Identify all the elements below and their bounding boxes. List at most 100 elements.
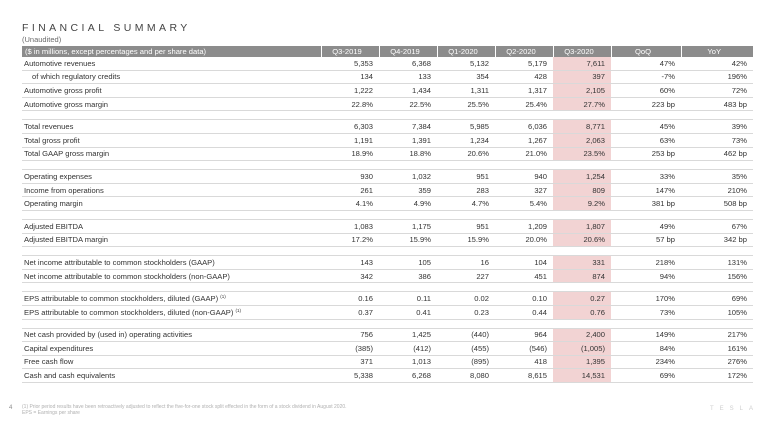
value-cell: 381 bp [611, 196, 681, 211]
value-cell: 5.4% [495, 196, 553, 211]
row-label-text: Adjusted EBITDA [24, 221, 84, 231]
row-label-text: Total gross profit [24, 135, 80, 145]
value-cell: 8,771 [553, 119, 611, 134]
value-cell: 22.8% [321, 97, 379, 112]
row-label: Net income attributable to common stockh… [22, 255, 321, 270]
value-cell: 342 [321, 269, 379, 284]
value-cell: 8,080 [437, 368, 495, 383]
value-cell: 0.16 [321, 291, 379, 306]
separator-cell [437, 319, 495, 329]
footnote-stock-split: (1) Prior period results have been retro… [22, 404, 347, 410]
page-subtitle: (Unaudited) [22, 35, 62, 44]
row-label: Income from operations [22, 183, 321, 198]
row-label: Total GAAP gross margin [22, 147, 321, 162]
value-cell: 397 [553, 70, 611, 85]
value-cell: 21.0% [495, 147, 553, 162]
row-label: of which regulatory credits [22, 70, 321, 85]
table-row: Operating expenses 930 1,032 951 940 1,254 33%… [22, 169, 753, 184]
value-cell: 105% [681, 305, 753, 320]
table-row: of which regulatory credits 134 133 354 428 3… [22, 70, 753, 85]
page-number: 4 [9, 405, 13, 411]
row-label: Total revenues [22, 119, 321, 134]
separator-cell [379, 110, 437, 121]
separator-cell [321, 282, 379, 293]
value-cell: 4.9% [379, 196, 437, 211]
row-label-text: Total GAAP gross margin [24, 149, 110, 159]
value-cell: (895) [437, 355, 495, 370]
value-cell: 1,434 [379, 83, 437, 98]
table-row: Adjusted EBITDA margin 17.2% 15.9% 15.9% 20.… [22, 233, 753, 248]
value-cell: 327 [495, 183, 553, 198]
header-label: ($ in millions, except percentages and p… [22, 46, 321, 57]
table-row: Income from operations 261 359 283 327 809 147… [22, 183, 753, 198]
row-label: Automotive gross profit [22, 83, 321, 98]
row-label: Automotive revenues [22, 57, 321, 71]
row-label-text: Free cash flow [24, 357, 74, 367]
value-cell: 261 [321, 183, 379, 198]
value-cell: 5,179 [495, 57, 553, 71]
row-label-text: Operating margin [24, 199, 83, 209]
separator-cell [681, 160, 753, 171]
value-cell: 5,338 [321, 368, 379, 383]
header-column: YoY [680, 46, 753, 57]
separator-cell [681, 319, 753, 329]
separator-cell [681, 282, 753, 293]
group-separator [22, 319, 753, 329]
row-label-text: Net income attributable to common stockh… [24, 257, 215, 267]
row-label: Adjusted EBITDA [22, 219, 321, 234]
value-cell: 6,036 [495, 119, 553, 134]
table-row: Automotive gross profit 1,222 1,434 1,311 1,… [22, 83, 753, 98]
row-label: Operating expenses [22, 169, 321, 184]
value-cell: 2,400 [553, 328, 611, 343]
row-label-text: Net cash provided by (used in) operating… [24, 330, 192, 340]
value-cell: 0.41 [379, 305, 437, 320]
value-cell: 73% [681, 133, 753, 148]
value-cell: 756 [321, 328, 379, 343]
value-cell: 39% [681, 119, 753, 134]
group-separator [22, 210, 753, 220]
header-column: Q3-2019 [320, 46, 379, 57]
row-label-text: Adjusted EBITDA margin [24, 235, 108, 245]
value-cell: 283 [437, 183, 495, 198]
value-cell: 20.6% [553, 233, 611, 248]
group-separator [22, 282, 753, 293]
value-cell: 451 [495, 269, 553, 284]
value-cell: 1,317 [495, 83, 553, 98]
value-cell: 45% [611, 119, 681, 134]
header-column: Q4-2019 [378, 46, 437, 57]
value-cell: 0.11 [379, 291, 437, 306]
table-row: Adjusted EBITDA 1,083 1,175 951 1,209 1,807 49… [22, 219, 753, 234]
value-cell: 223 bp [611, 97, 681, 112]
value-cell: 1,267 [495, 133, 553, 148]
value-cell: 9.2% [553, 196, 611, 211]
row-label-text: Cash and cash equivalents [24, 371, 116, 381]
value-cell: 1,807 [553, 219, 611, 234]
value-cell: 6,303 [321, 119, 379, 134]
value-cell: 2,105 [553, 83, 611, 98]
value-cell: 0.76 [553, 305, 611, 320]
row-label-text: Total revenues [24, 122, 74, 132]
table-row: Automotive revenues 5,353 6,368 5,132 5,179 7… [22, 57, 753, 71]
separator-cell [379, 210, 437, 220]
group-separator [22, 160, 753, 171]
value-cell: 25.4% [495, 97, 553, 112]
value-cell: 27.7% [553, 97, 611, 112]
row-label: Adjusted EBITDA margin [22, 233, 321, 248]
group-separator [22, 246, 753, 257]
separator-cell [321, 160, 379, 171]
header-column: QoQ [610, 46, 681, 57]
value-cell: 15.9% [437, 233, 495, 248]
separator-cell [379, 319, 437, 329]
row-label-text: Capital expenditures [24, 343, 94, 353]
value-cell: 161% [681, 341, 753, 356]
value-cell: 964 [495, 328, 553, 343]
row-label: Operating margin [22, 196, 321, 211]
value-cell: 35% [681, 169, 753, 184]
value-cell: 0.27 [553, 291, 611, 306]
separator-cell [553, 160, 611, 171]
separator-cell [495, 210, 553, 220]
separator-cell [611, 282, 681, 293]
value-cell: 49% [611, 219, 681, 234]
value-cell: 23.5% [553, 147, 611, 162]
row-label-text: of which regulatory credits [32, 72, 121, 82]
